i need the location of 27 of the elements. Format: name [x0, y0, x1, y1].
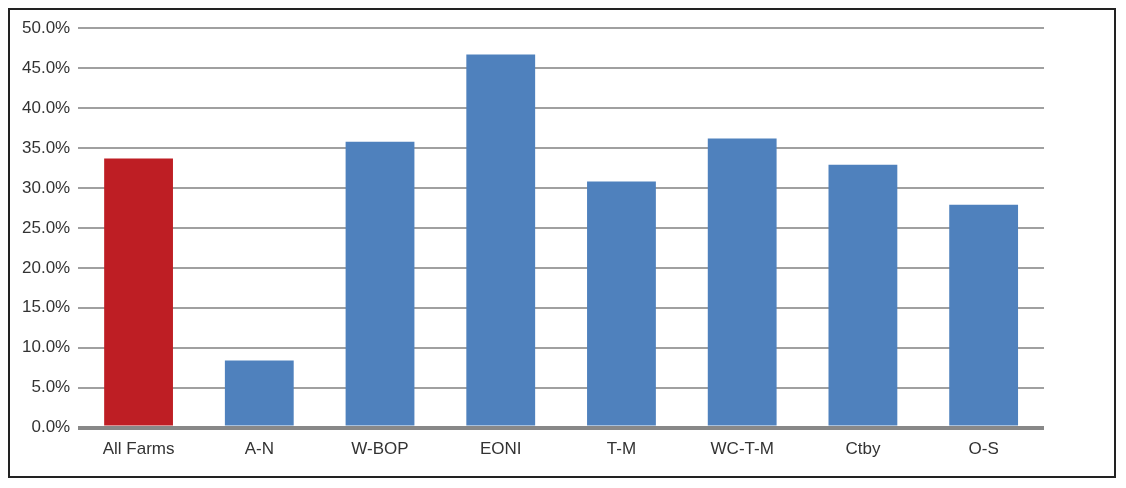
bar — [224, 360, 294, 426]
bar — [949, 204, 1019, 426]
y-tick-label: 45.0% — [22, 57, 71, 77]
bar — [828, 164, 898, 426]
bar — [707, 138, 777, 426]
x-tick-label: A-N — [244, 439, 274, 459]
x-tick-label: All Farms — [102, 439, 175, 459]
y-tick-label: 0.0% — [31, 417, 71, 437]
x-tick-label: WC-T-M — [710, 439, 774, 459]
bar — [104, 158, 173, 426]
x-tick-label: T-M — [606, 439, 637, 459]
y-tick-label: 15.0% — [22, 297, 71, 317]
y-tick-label: 5.0% — [31, 377, 71, 397]
y-tick-label: 35.0% — [22, 137, 71, 157]
y-tick-label: 50.0% — [22, 17, 71, 37]
x-tick-label: EONI — [479, 439, 522, 459]
x-tick-label: Ctby — [845, 439, 881, 459]
x-tick-label: O-S — [968, 439, 999, 459]
y-tick-label: 10.0% — [22, 337, 71, 357]
x-tick-label: W-BOP — [351, 439, 409, 459]
bar — [466, 54, 536, 426]
y-tick-label: 20.0% — [22, 257, 71, 277]
y-tick-label: 25.0% — [22, 217, 71, 237]
y-tick-label: 40.0% — [22, 97, 71, 117]
bar — [345, 141, 415, 426]
bar — [587, 181, 656, 426]
y-tick-label: 30.0% — [22, 177, 71, 197]
